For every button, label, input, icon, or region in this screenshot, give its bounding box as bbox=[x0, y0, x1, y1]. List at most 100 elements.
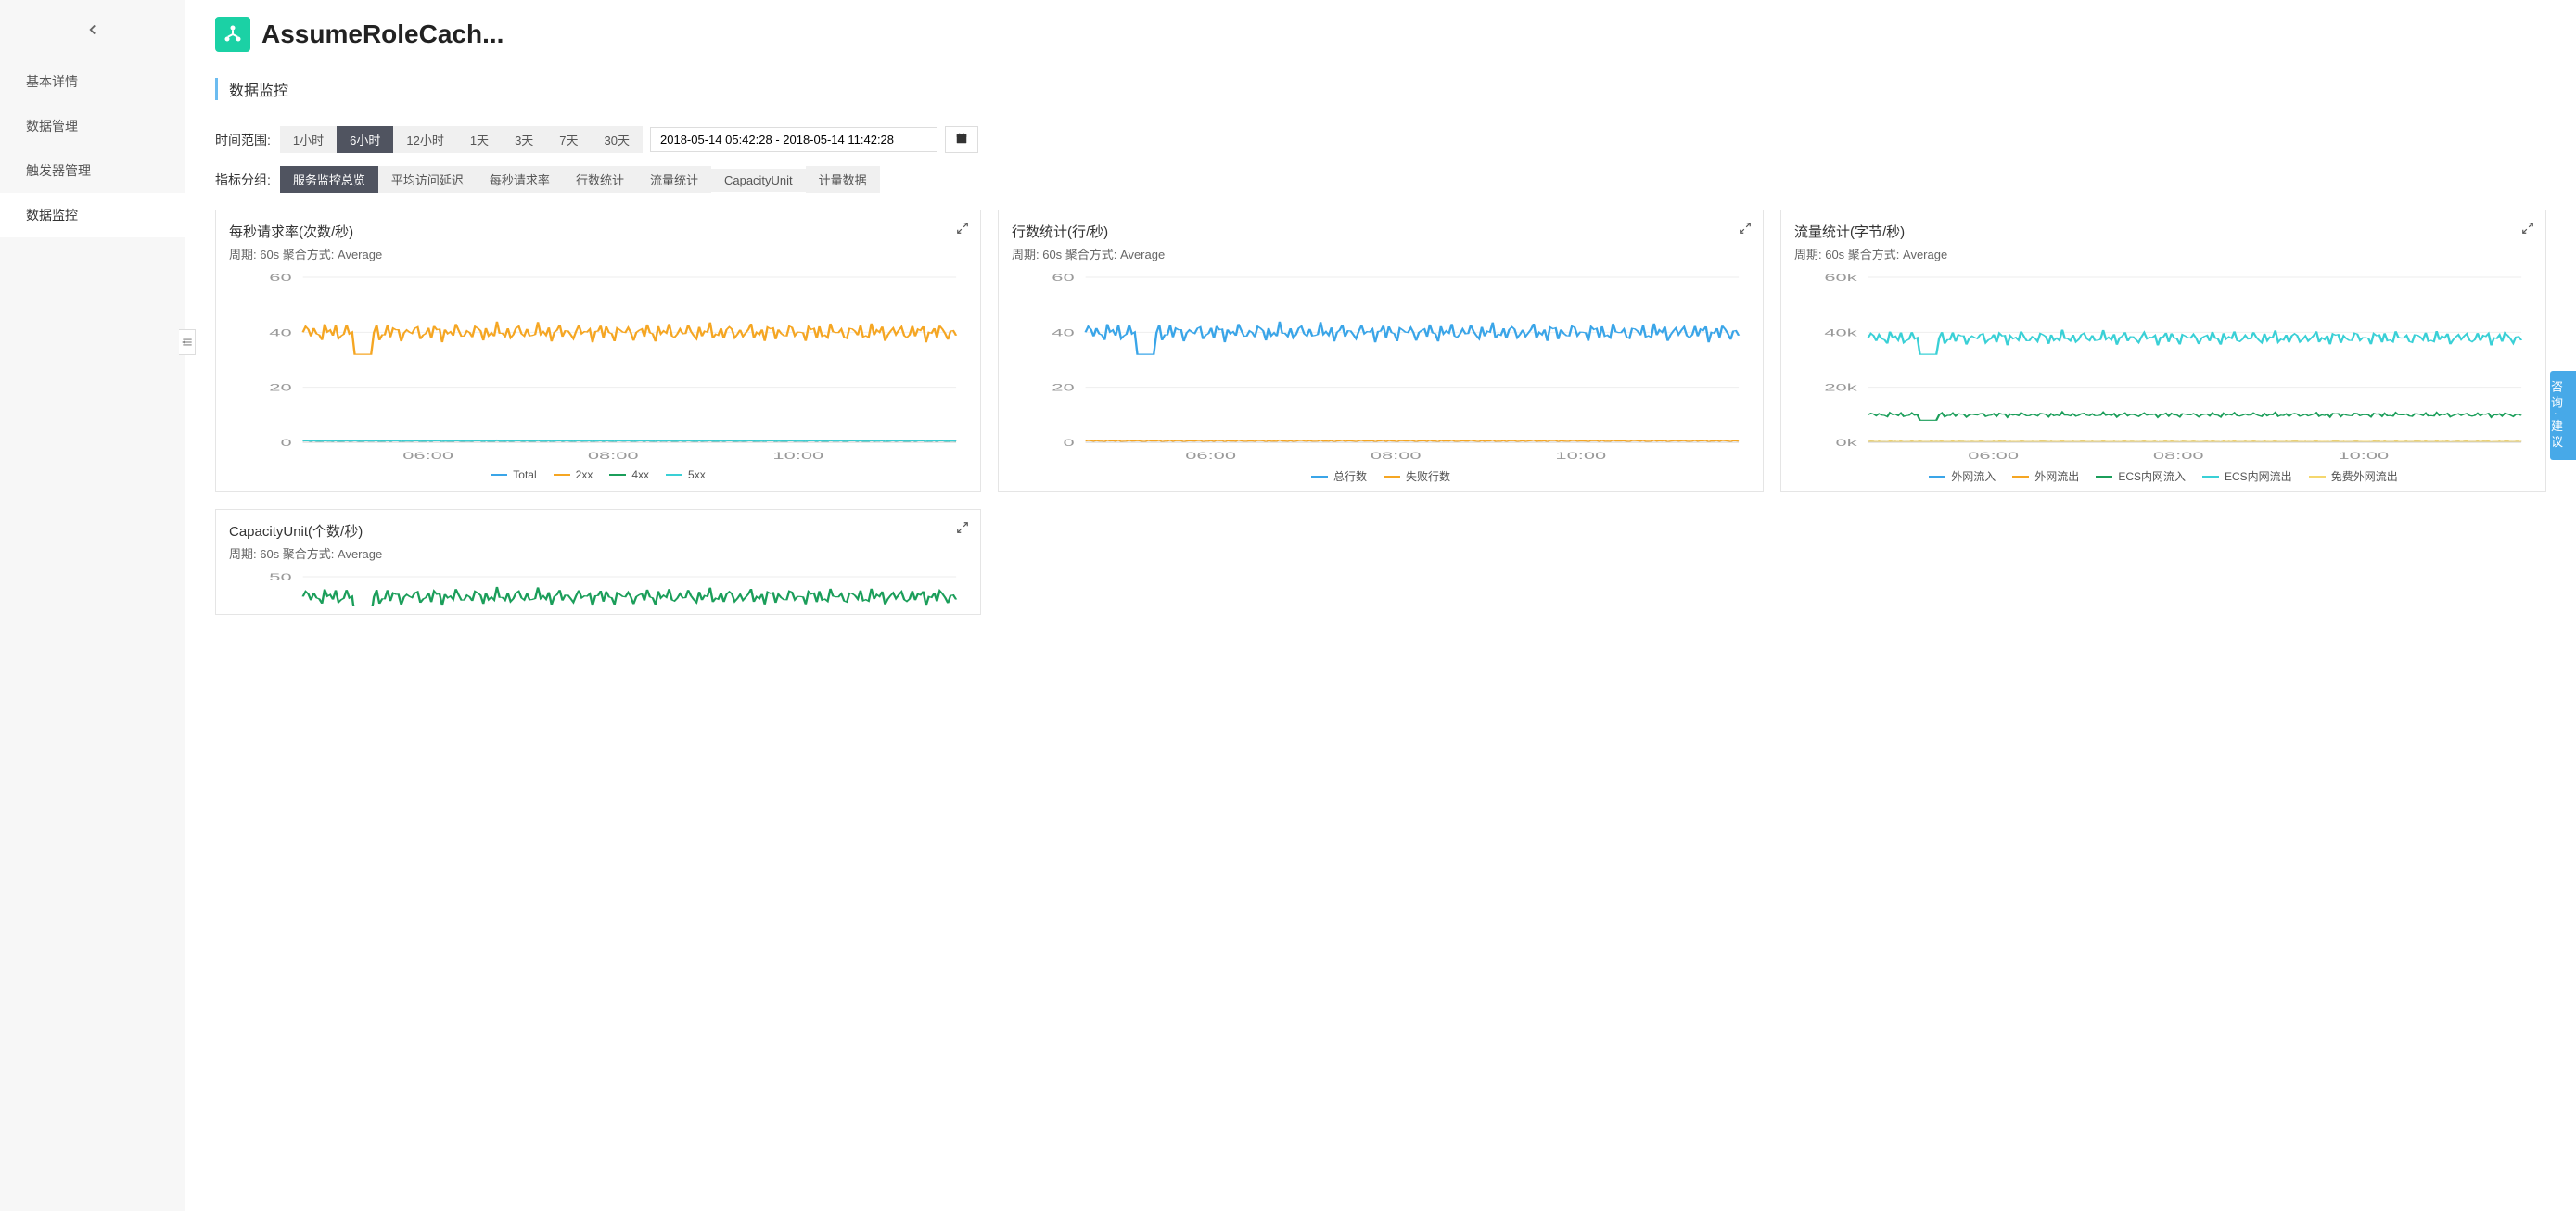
svg-text:60: 60 bbox=[269, 272, 291, 284]
sidebar-collapse-handle[interactable] bbox=[179, 329, 196, 355]
svg-text:0k: 0k bbox=[1836, 437, 1858, 449]
legend-item[interactable]: 外网流入 bbox=[1929, 468, 1996, 484]
legend-label: 4xx bbox=[631, 468, 649, 481]
page-title: AssumeRoleCach... bbox=[261, 19, 504, 49]
chart-title: 每秒请求率(次数/秒) bbox=[229, 222, 967, 241]
metric-group-option-4[interactable]: 流量统计 bbox=[637, 166, 711, 193]
chart-subtitle: 周期: 60s 聚合方式: Average bbox=[1012, 245, 1750, 262]
expand-button[interactable] bbox=[1739, 222, 1752, 237]
metric-group-option-1[interactable]: 平均访问延迟 bbox=[378, 166, 477, 193]
legend-label: 总行数 bbox=[1333, 468, 1367, 484]
legend-label: 2xx bbox=[576, 468, 593, 481]
svg-text:06:00: 06:00 bbox=[402, 450, 453, 462]
time-range-option-5[interactable]: 7天 bbox=[546, 126, 591, 153]
collapse-icon bbox=[181, 336, 194, 349]
chart-title: 行数统计(行/秒) bbox=[1012, 222, 1750, 241]
svg-text:10:00: 10:00 bbox=[772, 450, 823, 462]
sidebar-item-1[interactable]: 数据管理 bbox=[0, 104, 185, 148]
legend-label: 外网流入 bbox=[1951, 468, 1996, 484]
chart-legend: Total 2xx 4xx 5xx bbox=[229, 468, 967, 481]
metric-group-option-2[interactable]: 每秒请求率 bbox=[477, 166, 563, 193]
legend-label: 外网流出 bbox=[2034, 468, 2079, 484]
legend-item[interactable]: 免费外网流出 bbox=[2309, 468, 2398, 484]
svg-text:08:00: 08:00 bbox=[1371, 450, 1422, 462]
metric-group-label: 指标分组: bbox=[215, 171, 271, 189]
svg-text:10:00: 10:00 bbox=[2338, 450, 2389, 462]
chart-title: CapacityUnit(个数/秒) bbox=[229, 521, 967, 541]
time-range-option-1[interactable]: 6小时 bbox=[337, 126, 393, 153]
expand-icon bbox=[1739, 222, 1752, 235]
back-button[interactable] bbox=[0, 0, 185, 59]
metric-group-option-0[interactable]: 服务监控总览 bbox=[280, 166, 378, 193]
legend-item[interactable]: 外网流出 bbox=[2012, 468, 2079, 484]
chevron-left-icon bbox=[84, 21, 101, 38]
svg-text:08:00: 08:00 bbox=[588, 450, 639, 462]
svg-text:40: 40 bbox=[1052, 326, 1074, 338]
metric-group-option-3[interactable]: 行数统计 bbox=[563, 166, 637, 193]
sidebar-item-3[interactable]: 数据监控 bbox=[0, 193, 185, 237]
expand-button[interactable] bbox=[956, 222, 969, 237]
legend-item[interactable]: ECS内网流入 bbox=[2096, 468, 2186, 484]
main-content: AssumeRoleCach... 数据监控 时间范围: 1小时6小时12小时1… bbox=[185, 0, 2576, 1211]
time-range-option-4[interactable]: 3天 bbox=[502, 126, 546, 153]
legend-item[interactable]: 失败行数 bbox=[1384, 468, 1450, 484]
legend-item[interactable]: 2xx bbox=[554, 468, 593, 481]
calendar-icon bbox=[955, 132, 968, 145]
expand-icon bbox=[956, 521, 969, 534]
chart-plot: 020406006:0008:0010:00 bbox=[229, 270, 967, 465]
legend-label: ECS内网流出 bbox=[2225, 468, 2292, 484]
time-range-option-0[interactable]: 1小时 bbox=[280, 126, 337, 153]
chart-title: 流量统计(字节/秒) bbox=[1794, 222, 2532, 241]
svg-text:60: 60 bbox=[1052, 272, 1074, 284]
expand-button[interactable] bbox=[2521, 222, 2534, 237]
time-range-option-6[interactable]: 30天 bbox=[592, 126, 643, 153]
expand-icon bbox=[956, 222, 969, 235]
svg-text:06:00: 06:00 bbox=[1968, 450, 2019, 462]
chart-plot: 50 bbox=[229, 569, 967, 606]
svg-text:50: 50 bbox=[269, 571, 291, 583]
expand-icon bbox=[2521, 222, 2534, 235]
sidebar-item-2[interactable]: 触发器管理 bbox=[0, 148, 185, 193]
svg-text:40: 40 bbox=[269, 326, 291, 338]
chart-card-0: 每秒请求率(次数/秒)周期: 60s 聚合方式: Average02040600… bbox=[215, 210, 981, 492]
legend-item[interactable]: 5xx bbox=[666, 468, 706, 481]
legend-item[interactable]: 总行数 bbox=[1311, 468, 1367, 484]
chart-subtitle: 周期: 60s 聚合方式: Average bbox=[229, 245, 967, 262]
chart-plot: 0k20k40k60k06:0008:0010:00 bbox=[1794, 270, 2532, 465]
service-logo bbox=[215, 17, 250, 52]
chart-subtitle: 周期: 60s 聚合方式: Average bbox=[229, 544, 967, 562]
chart-card-2: 流量统计(字节/秒)周期: 60s 聚合方式: Average0k20k40k6… bbox=[1780, 210, 2546, 492]
legend-label: 免费外网流出 bbox=[2331, 468, 2398, 484]
legend-item[interactable]: ECS内网流出 bbox=[2202, 468, 2292, 484]
metric-group-option-5[interactable]: CapacityUnit bbox=[711, 169, 806, 192]
chart-plot: 020406006:0008:0010:00 bbox=[1012, 270, 1750, 465]
legend-label: 5xx bbox=[688, 468, 706, 481]
legend-label: 失败行数 bbox=[1406, 468, 1450, 484]
legend-item[interactable]: 4xx bbox=[609, 468, 649, 481]
metric-group-row: 指标分组: 服务监控总览平均访问延迟每秒请求率行数统计流量统计CapacityU… bbox=[215, 166, 2546, 193]
svg-text:20k: 20k bbox=[1824, 382, 1857, 394]
chart-subtitle: 周期: 60s 聚合方式: Average bbox=[1794, 245, 2532, 262]
chart-legend: 外网流入 外网流出 ECS内网流入 ECS内网流出 免费外网流出 bbox=[1794, 468, 2532, 484]
section-heading: 数据监控 bbox=[215, 78, 2546, 100]
tree-icon bbox=[222, 23, 244, 45]
svg-text:10:00: 10:00 bbox=[1555, 450, 1606, 462]
legend-item[interactable]: Total bbox=[491, 468, 536, 481]
date-range-input[interactable] bbox=[650, 127, 937, 152]
calendar-button[interactable] bbox=[945, 126, 978, 153]
svg-text:06:00: 06:00 bbox=[1185, 450, 1236, 462]
sidebar-item-0[interactable]: 基本详情 bbox=[0, 59, 185, 104]
time-range-row: 时间范围: 1小时6小时12小时1天3天7天30天 bbox=[215, 126, 2546, 153]
svg-text:20: 20 bbox=[1052, 382, 1074, 394]
legend-label: Total bbox=[513, 468, 536, 481]
time-range-option-2[interactable]: 12小时 bbox=[393, 126, 456, 153]
time-range-option-3[interactable]: 1天 bbox=[457, 126, 502, 153]
expand-button[interactable] bbox=[956, 521, 969, 537]
svg-text:20: 20 bbox=[269, 382, 291, 394]
svg-text:40k: 40k bbox=[1824, 326, 1857, 338]
metric-group-option-6[interactable]: 计量数据 bbox=[806, 166, 880, 193]
chart-legend: 总行数 失败行数 bbox=[1012, 468, 1750, 484]
svg-text:08:00: 08:00 bbox=[2153, 450, 2204, 462]
help-feedback-float[interactable]: 咨询·建议 bbox=[2550, 371, 2576, 460]
chart-card-1: 行数统计(行/秒)周期: 60s 聚合方式: Average020406006:… bbox=[998, 210, 1764, 492]
